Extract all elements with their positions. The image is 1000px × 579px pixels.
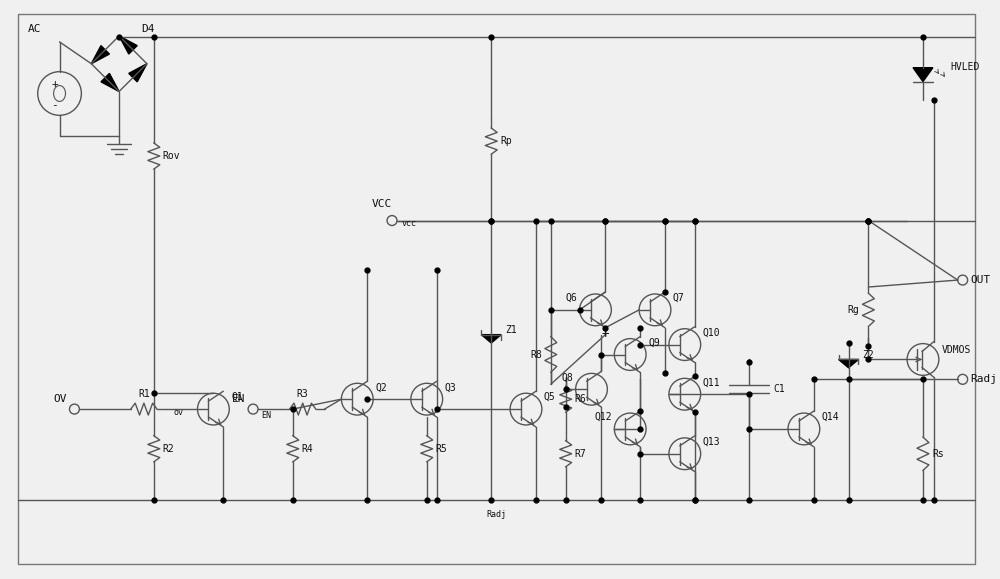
Polygon shape [839, 360, 858, 368]
Text: OUT: OUT [971, 275, 991, 285]
Text: Q11: Q11 [703, 378, 720, 387]
Text: R2: R2 [163, 444, 175, 454]
Polygon shape [129, 64, 147, 82]
Polygon shape [91, 46, 109, 64]
Text: Radj: Radj [971, 374, 998, 384]
Text: R4: R4 [302, 444, 313, 454]
Text: vcc: vcc [402, 219, 417, 228]
Text: D4: D4 [141, 24, 154, 34]
Text: R8: R8 [530, 350, 542, 360]
Text: OV: OV [53, 394, 66, 404]
Text: Q2: Q2 [375, 382, 387, 392]
Text: Rp: Rp [500, 136, 512, 146]
Text: Q1: Q1 [231, 392, 243, 402]
Text: Q14: Q14 [822, 412, 839, 422]
Text: Q3: Q3 [445, 382, 456, 392]
Polygon shape [913, 68, 933, 82]
Text: Q7: Q7 [673, 293, 685, 303]
Text: Rov: Rov [163, 151, 180, 161]
Polygon shape [119, 36, 137, 54]
Text: EN: EN [232, 394, 245, 404]
Text: R7: R7 [575, 449, 586, 459]
Text: -: - [51, 100, 58, 111]
Polygon shape [481, 335, 501, 343]
Text: Rs: Rs [932, 449, 944, 459]
Text: Q13: Q13 [703, 437, 720, 447]
Text: R3: R3 [297, 389, 309, 399]
Text: C1: C1 [773, 384, 785, 394]
Text: Q8: Q8 [562, 372, 574, 382]
Text: Rg: Rg [848, 305, 859, 315]
Text: ov: ov [174, 408, 184, 416]
Text: AC: AC [28, 24, 41, 34]
Polygon shape [101, 74, 119, 91]
Text: VCC: VCC [372, 199, 392, 208]
Text: Q6: Q6 [566, 293, 578, 303]
Text: Z2: Z2 [862, 350, 874, 360]
Text: EN: EN [261, 411, 271, 420]
Text: HVLED: HVLED [951, 62, 980, 72]
Text: R5: R5 [436, 444, 447, 454]
Text: Q9: Q9 [648, 338, 660, 347]
Text: +: + [51, 79, 58, 89]
Text: +: + [602, 328, 609, 341]
Text: Q12: Q12 [595, 412, 612, 422]
Text: Z1: Z1 [505, 325, 517, 335]
Text: Radj: Radj [486, 510, 506, 519]
Text: R1: R1 [138, 389, 150, 399]
Text: R6: R6 [575, 394, 586, 404]
Text: VDMOS: VDMOS [942, 345, 971, 354]
Text: Q5: Q5 [544, 392, 556, 402]
Text: Q10: Q10 [703, 328, 720, 338]
